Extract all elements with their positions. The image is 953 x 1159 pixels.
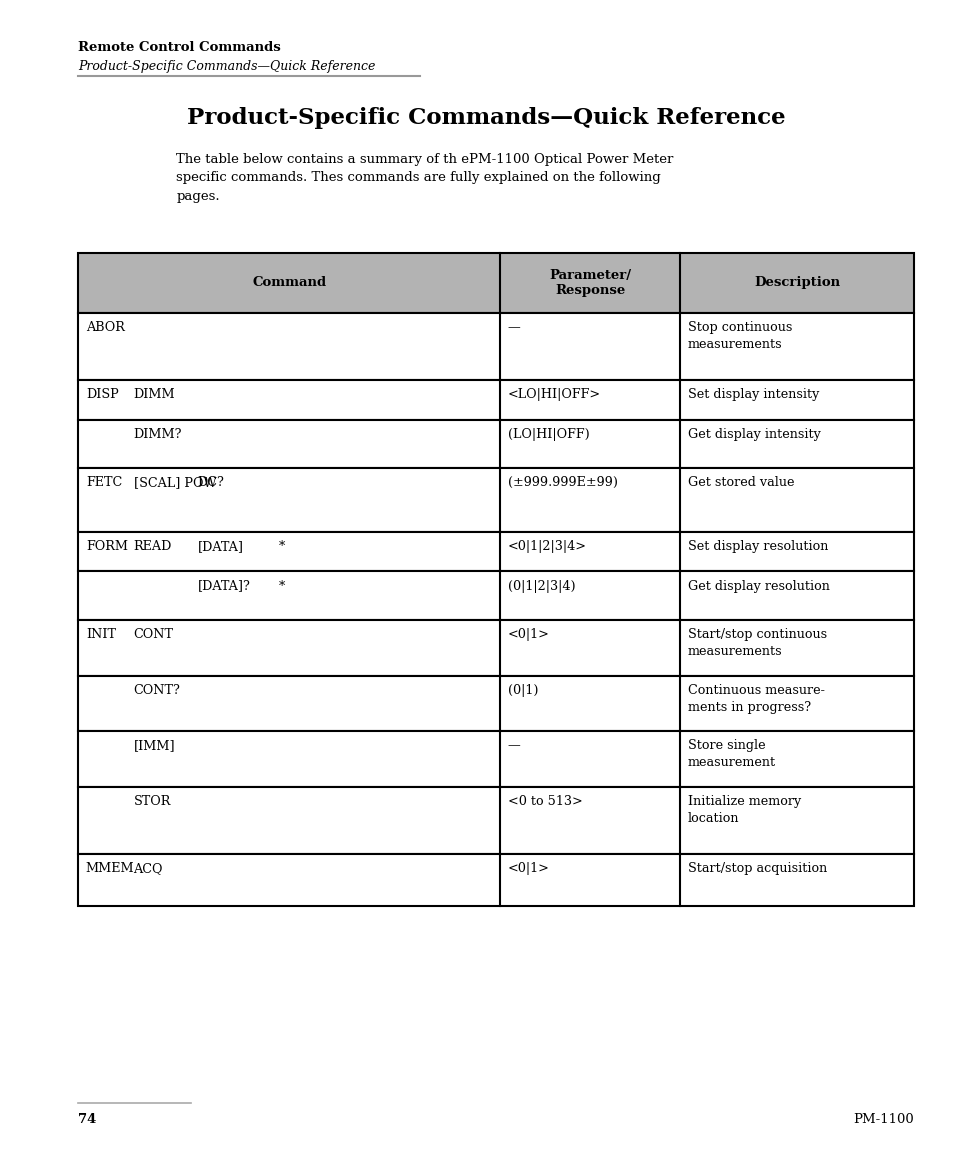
- Text: <0|1|2|3|4>: <0|1|2|3|4>: [507, 540, 586, 553]
- Text: DC?: DC?: [197, 476, 224, 489]
- Bar: [78, 532, 913, 571]
- Bar: [78, 313, 913, 380]
- Bar: [78, 420, 913, 468]
- Text: *: *: [278, 580, 285, 592]
- Text: Set display intensity: Set display intensity: [687, 388, 818, 401]
- Text: ACQ: ACQ: [133, 862, 163, 875]
- Text: *: *: [278, 540, 285, 553]
- Text: (LO|HI|OFF): (LO|HI|OFF): [507, 428, 589, 440]
- Text: —: —: [507, 739, 520, 752]
- Bar: [78, 380, 913, 420]
- Text: Parameter/
Response: Parameter/ Response: [549, 269, 631, 297]
- Text: Get display resolution: Get display resolution: [687, 580, 828, 592]
- Bar: [78, 620, 913, 676]
- Text: Stop continuous
measurements: Stop continuous measurements: [687, 321, 791, 351]
- Bar: [78, 253, 913, 313]
- Text: (±999.999E±99): (±999.999E±99): [507, 476, 618, 489]
- Text: Set display resolution: Set display resolution: [687, 540, 827, 553]
- Text: Continuous measure-
ments in progress?: Continuous measure- ments in progress?: [687, 684, 823, 714]
- Text: MMEM: MMEM: [86, 862, 134, 875]
- Text: FORM: FORM: [86, 540, 128, 553]
- Text: <0|1>: <0|1>: [507, 862, 549, 875]
- Text: Initialize memory
location: Initialize memory location: [687, 795, 800, 825]
- Text: The table below contains a summary of th ePM-1100 Optical Power Meter
specific c: The table below contains a summary of th…: [176, 153, 673, 203]
- Bar: [78, 854, 913, 906]
- Text: Start/stop acquisition: Start/stop acquisition: [687, 862, 826, 875]
- Text: Product-Specific Commands—Quick Reference: Product-Specific Commands—Quick Referenc…: [78, 60, 375, 73]
- Text: <0|1>: <0|1>: [507, 628, 549, 641]
- Text: Get display intensity: Get display intensity: [687, 428, 820, 440]
- Text: DIMM: DIMM: [133, 388, 175, 401]
- Text: <LO|HI|OFF>: <LO|HI|OFF>: [507, 388, 600, 401]
- Text: Description: Description: [753, 276, 839, 290]
- Text: [DATA]: [DATA]: [197, 540, 243, 553]
- Bar: [78, 731, 913, 787]
- Text: ABOR: ABOR: [86, 321, 125, 334]
- Text: INIT: INIT: [86, 628, 115, 641]
- Text: (0|1|2|3|4): (0|1|2|3|4): [507, 580, 575, 592]
- Text: Product-Specific Commands—Quick Reference: Product-Specific Commands—Quick Referenc…: [187, 107, 785, 129]
- Bar: [78, 571, 913, 620]
- Text: FETC: FETC: [86, 476, 122, 489]
- Bar: [78, 676, 913, 731]
- Text: [SCAL] POW: [SCAL] POW: [133, 476, 216, 489]
- Bar: [78, 787, 913, 854]
- Text: DISP: DISP: [86, 388, 118, 401]
- Text: CONT?: CONT?: [133, 684, 180, 697]
- Bar: [78, 468, 913, 532]
- Text: —: —: [507, 321, 520, 334]
- Text: Command: Command: [252, 276, 326, 290]
- Text: CONT: CONT: [133, 628, 173, 641]
- Text: 74: 74: [78, 1113, 96, 1125]
- Text: DIMM?: DIMM?: [133, 428, 182, 440]
- Text: PM-1100: PM-1100: [852, 1113, 913, 1125]
- Text: STOR: STOR: [133, 795, 171, 808]
- Text: Start/stop continuous
measurements: Start/stop continuous measurements: [687, 628, 826, 658]
- Text: Remote Control Commands: Remote Control Commands: [78, 41, 281, 53]
- Text: [DATA]?: [DATA]?: [197, 580, 250, 592]
- Text: Store single
measurement: Store single measurement: [687, 739, 775, 770]
- Text: Get stored value: Get stored value: [687, 476, 793, 489]
- Text: [IMM]: [IMM]: [133, 739, 175, 752]
- Text: <0 to 513>: <0 to 513>: [507, 795, 582, 808]
- Text: (0|1): (0|1): [507, 684, 537, 697]
- Text: READ: READ: [133, 540, 172, 553]
